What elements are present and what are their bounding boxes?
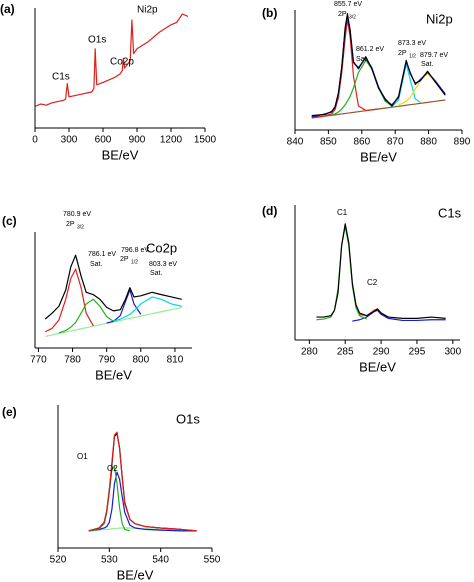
annotation: O1 (77, 452, 88, 461)
data-line (44, 268, 94, 333)
x-tick-label: 840 (287, 137, 304, 148)
panel-title: O1s (176, 411, 200, 426)
x-tick-label: 550 (204, 555, 221, 566)
x-tick-label: 890 (454, 137, 471, 148)
x-tick-label: 290 (373, 347, 390, 358)
annotation: 2P (398, 50, 407, 57)
x-tick-label: 1500 (194, 135, 217, 146)
x-tick-label: 870 (387, 137, 404, 148)
data-line (311, 13, 446, 117)
annotation: Co2p (110, 57, 134, 68)
data-line (311, 19, 379, 118)
x-tick-label: 300 (61, 135, 78, 146)
x-tick-label: 810 (167, 355, 184, 366)
x-tick-label: 790 (98, 355, 115, 366)
x-tick-label: 280 (301, 347, 318, 358)
data-line (58, 298, 114, 334)
annotation: 803.3 eV (149, 261, 177, 268)
data-line (88, 431, 197, 532)
panel-title: C1s (438, 205, 462, 220)
x-axis-label: BE/eV (360, 149, 397, 164)
x-tick-label: 860 (353, 137, 370, 148)
x-tick-label: 1200 (160, 135, 183, 146)
annotation: Sat. (356, 56, 369, 63)
x-tick-label: 300 (444, 347, 461, 358)
x-axis-label: BE/eV (102, 147, 139, 162)
annotation: 1/2 (131, 259, 138, 265)
annotation: 3/2 (349, 14, 356, 20)
data-line (34, 13, 189, 107)
x-tick-label: 850 (320, 137, 337, 148)
x-tick-label: 285 (337, 347, 354, 358)
x-tick-label: 900 (129, 135, 146, 146)
annotation: C1s (52, 72, 70, 83)
data-line (44, 254, 182, 320)
x-tick-label: 770 (30, 355, 47, 366)
data-line (88, 471, 197, 532)
data-line (316, 223, 446, 319)
x-axis-label: BE/eV (359, 359, 396, 374)
annotation: O1s (88, 35, 106, 46)
annotation: C1 (337, 208, 348, 217)
data-line (352, 309, 446, 322)
x-tick-label: 880 (420, 137, 437, 148)
panel-label: (a) (0, 2, 15, 16)
annotation: 3/2 (77, 224, 84, 230)
data-line (331, 59, 393, 116)
annotation: 786.1 eV (88, 251, 116, 258)
panel-title: Ni2p (426, 11, 453, 26)
annotation: 2P (338, 11, 347, 18)
panel-title: Co2p (146, 240, 177, 255)
panel-label: (e) (2, 405, 17, 419)
annotation: 2P (120, 256, 129, 263)
panel-label: (b) (262, 6, 277, 20)
x-tick-label: 295 (409, 347, 426, 358)
annotation: Ni2p (137, 5, 158, 16)
annotation: 873.3 eV (398, 40, 426, 47)
x-tick-label: 520 (50, 555, 67, 566)
x-axis-label: BE/eV (117, 567, 154, 582)
annotation: O2 (107, 464, 118, 473)
data-line (113, 296, 182, 322)
x-tick-label: 780 (64, 355, 81, 366)
panel-label: (d) (262, 204, 277, 218)
x-axis-label: BE/eV (95, 367, 132, 382)
annotation: C2 (367, 278, 378, 287)
annotation: 861.2 eV (356, 46, 384, 53)
annotation: Sat. (150, 270, 163, 277)
annotation: 2P (66, 221, 75, 228)
panel-label: (c) (2, 214, 17, 228)
x-tick-label: 530 (101, 555, 118, 566)
annotation: 1/2 (409, 53, 416, 59)
x-tick-label: 540 (152, 555, 169, 566)
x-tick-label: 800 (132, 355, 149, 366)
annotation: 855.7 eV (334, 1, 362, 8)
annotation: 796.8 eV (121, 247, 149, 254)
data-line (88, 527, 197, 532)
annotation: 780.9 eV (63, 211, 91, 218)
x-tick-label: 600 (95, 135, 112, 146)
annotation: Sat. (90, 261, 103, 268)
x-tick-label: 0 (32, 135, 38, 146)
annotation: Sat. (421, 61, 434, 68)
annotation: 879.7 eV (420, 52, 448, 59)
data-line (45, 306, 182, 337)
data-line (316, 226, 367, 321)
